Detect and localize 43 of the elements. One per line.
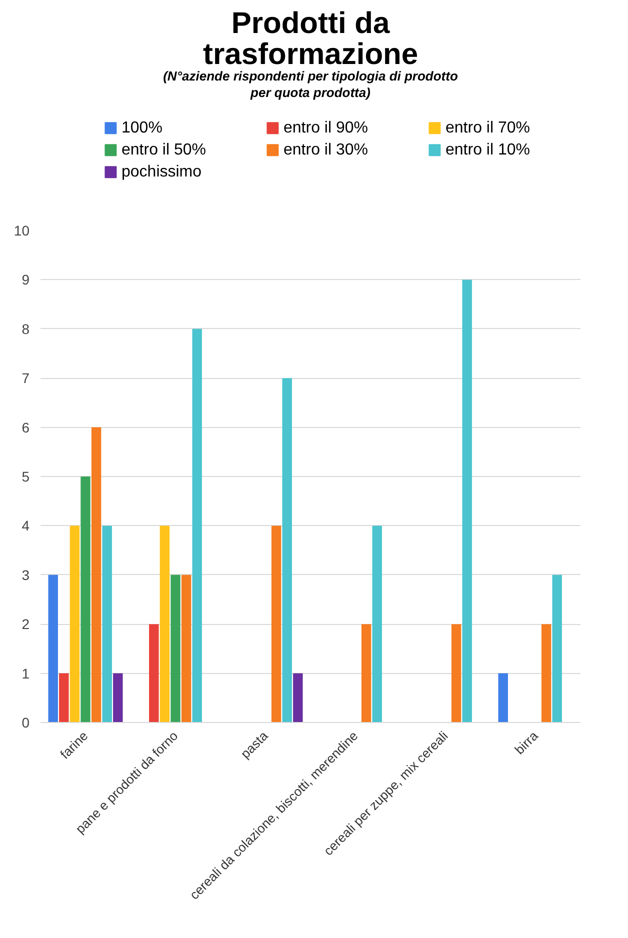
bar: [48, 574, 58, 722]
y-tick-label: 4: [22, 518, 30, 534]
bar: [451, 624, 462, 722]
bar: [59, 673, 69, 722]
bar: [552, 574, 562, 722]
bar: [149, 624, 159, 722]
x-tick-label: birra: [512, 728, 542, 758]
bar: [102, 526, 112, 722]
legend-label: entro il 90%: [284, 120, 368, 137]
legend-label: entro il 50%: [122, 142, 206, 159]
chart-title: Prodotti da trasformazione: [202, 7, 418, 71]
bar: [372, 526, 382, 722]
y-tick-label: 3: [22, 566, 30, 583]
bar: [498, 673, 508, 722]
y-tick-label: 9: [22, 272, 30, 288]
bar: [361, 624, 372, 722]
bar: [462, 280, 472, 722]
bar: [80, 476, 90, 722]
bar: [282, 378, 292, 722]
y-tick-label: 5: [22, 468, 30, 484]
y-tick-label: 6: [22, 419, 30, 436]
legend-label: entro il 10%: [446, 142, 530, 159]
bar: [271, 526, 282, 722]
y-tick-label: 0: [22, 714, 30, 730]
chart-subtitle: (N°aziende rispondenti per tipologia di prodotto per quota prodotta): [163, 68, 458, 100]
bar: [113, 673, 123, 722]
y-tick-label: 1: [22, 665, 30, 682]
bar: [160, 526, 170, 722]
bar: [91, 427, 102, 722]
legend-label: entro il 30%: [284, 142, 368, 159]
y-tick-label: 7: [22, 370, 30, 386]
legend-label: 100%: [122, 120, 162, 137]
bar: [192, 328, 202, 722]
bar: [293, 673, 303, 722]
legend-label: entro il 70%: [446, 120, 530, 137]
y-tick-label: 2: [22, 616, 30, 632]
y-tick-label: 8: [22, 320, 30, 337]
bar: [181, 574, 192, 722]
bar: [170, 574, 180, 722]
bar: [70, 526, 80, 722]
legend-label: pochissimo: [122, 164, 202, 181]
bar: [541, 624, 552, 722]
y-tick-label: 10: [14, 222, 30, 238]
